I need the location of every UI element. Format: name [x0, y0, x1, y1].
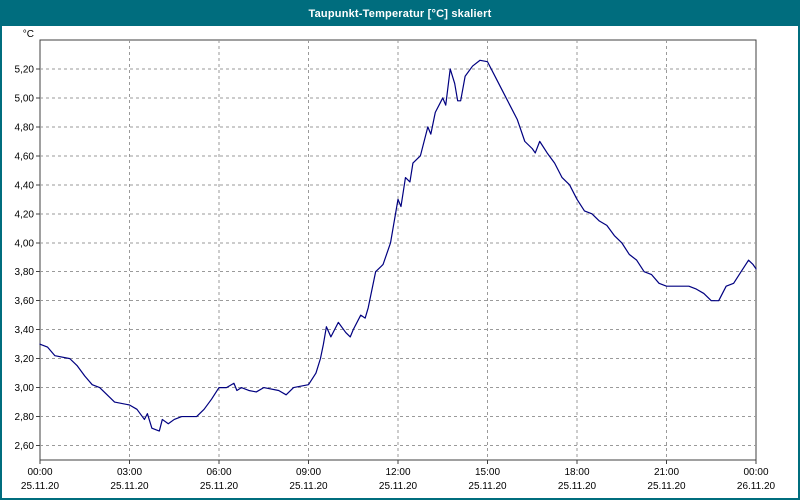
- x-date-label: 25.11.20: [110, 481, 149, 492]
- x-time-label: 03:00: [117, 467, 142, 478]
- y-tick-label: 3,20: [15, 354, 35, 365]
- x-time-label: 00:00: [27, 467, 52, 478]
- x-date-label: 25.11.20: [558, 481, 597, 492]
- y-tick-label: 5,20: [15, 64, 35, 75]
- x-time-label: 21:00: [654, 467, 679, 478]
- y-tick-label: 4,00: [15, 238, 35, 249]
- x-time-label: 12:00: [385, 467, 410, 478]
- x-date-label: 25.11.20: [647, 481, 686, 492]
- x-time-label: 15:00: [475, 467, 500, 478]
- x-date-label: 25.11.20: [468, 481, 507, 492]
- y-tick-label: 2,80: [15, 412, 35, 423]
- y-tick-label: 2,60: [15, 441, 35, 452]
- x-time-label: 18:00: [564, 467, 589, 478]
- y-tick-label: 3,00: [15, 383, 35, 394]
- x-date-label: 26.11.20: [737, 481, 776, 492]
- y-tick-label: 3,40: [15, 325, 35, 336]
- y-tick-label: 4,80: [15, 122, 35, 133]
- x-date-label: 25.11.20: [21, 481, 60, 492]
- chart-title-bar: Taupunkt-Temperatur [°C] skaliert: [2, 2, 798, 26]
- chart-area: 2,60 2,80 3,00 3,20 3,40 3,60 3,80 4,00 4,20 4,40…: [2, 26, 798, 498]
- dewpoint-series-line: [39, 59, 757, 432]
- y-axis-unit-label: °C: [23, 29, 34, 40]
- y-tick-label: 4,40: [15, 180, 35, 191]
- y-tick-label: 4,20: [15, 209, 35, 220]
- chart-title: Taupunkt-Temperatur [°C] skaliert: [308, 8, 492, 20]
- y-tick-label: 3,80: [15, 267, 35, 278]
- x-time-label: 00:00: [743, 467, 768, 478]
- x-date-label: 25.11.20: [379, 481, 418, 492]
- y-tick-label: 5,00: [15, 93, 35, 104]
- x-date-label: 25.11.20: [200, 481, 239, 492]
- x-time-label: 06:00: [206, 467, 231, 478]
- x-time-label: 09:00: [296, 467, 321, 478]
- y-tick-label: 3,60: [15, 296, 35, 307]
- x-date-label: 25.11.20: [289, 481, 328, 492]
- y-tick-label: 4,60: [15, 151, 35, 162]
- dewpoint-line-chart: 2,60 2,80 3,00 3,20 3,40 3,60 3,80 4,00 4,20 4,40…: [15, 29, 776, 492]
